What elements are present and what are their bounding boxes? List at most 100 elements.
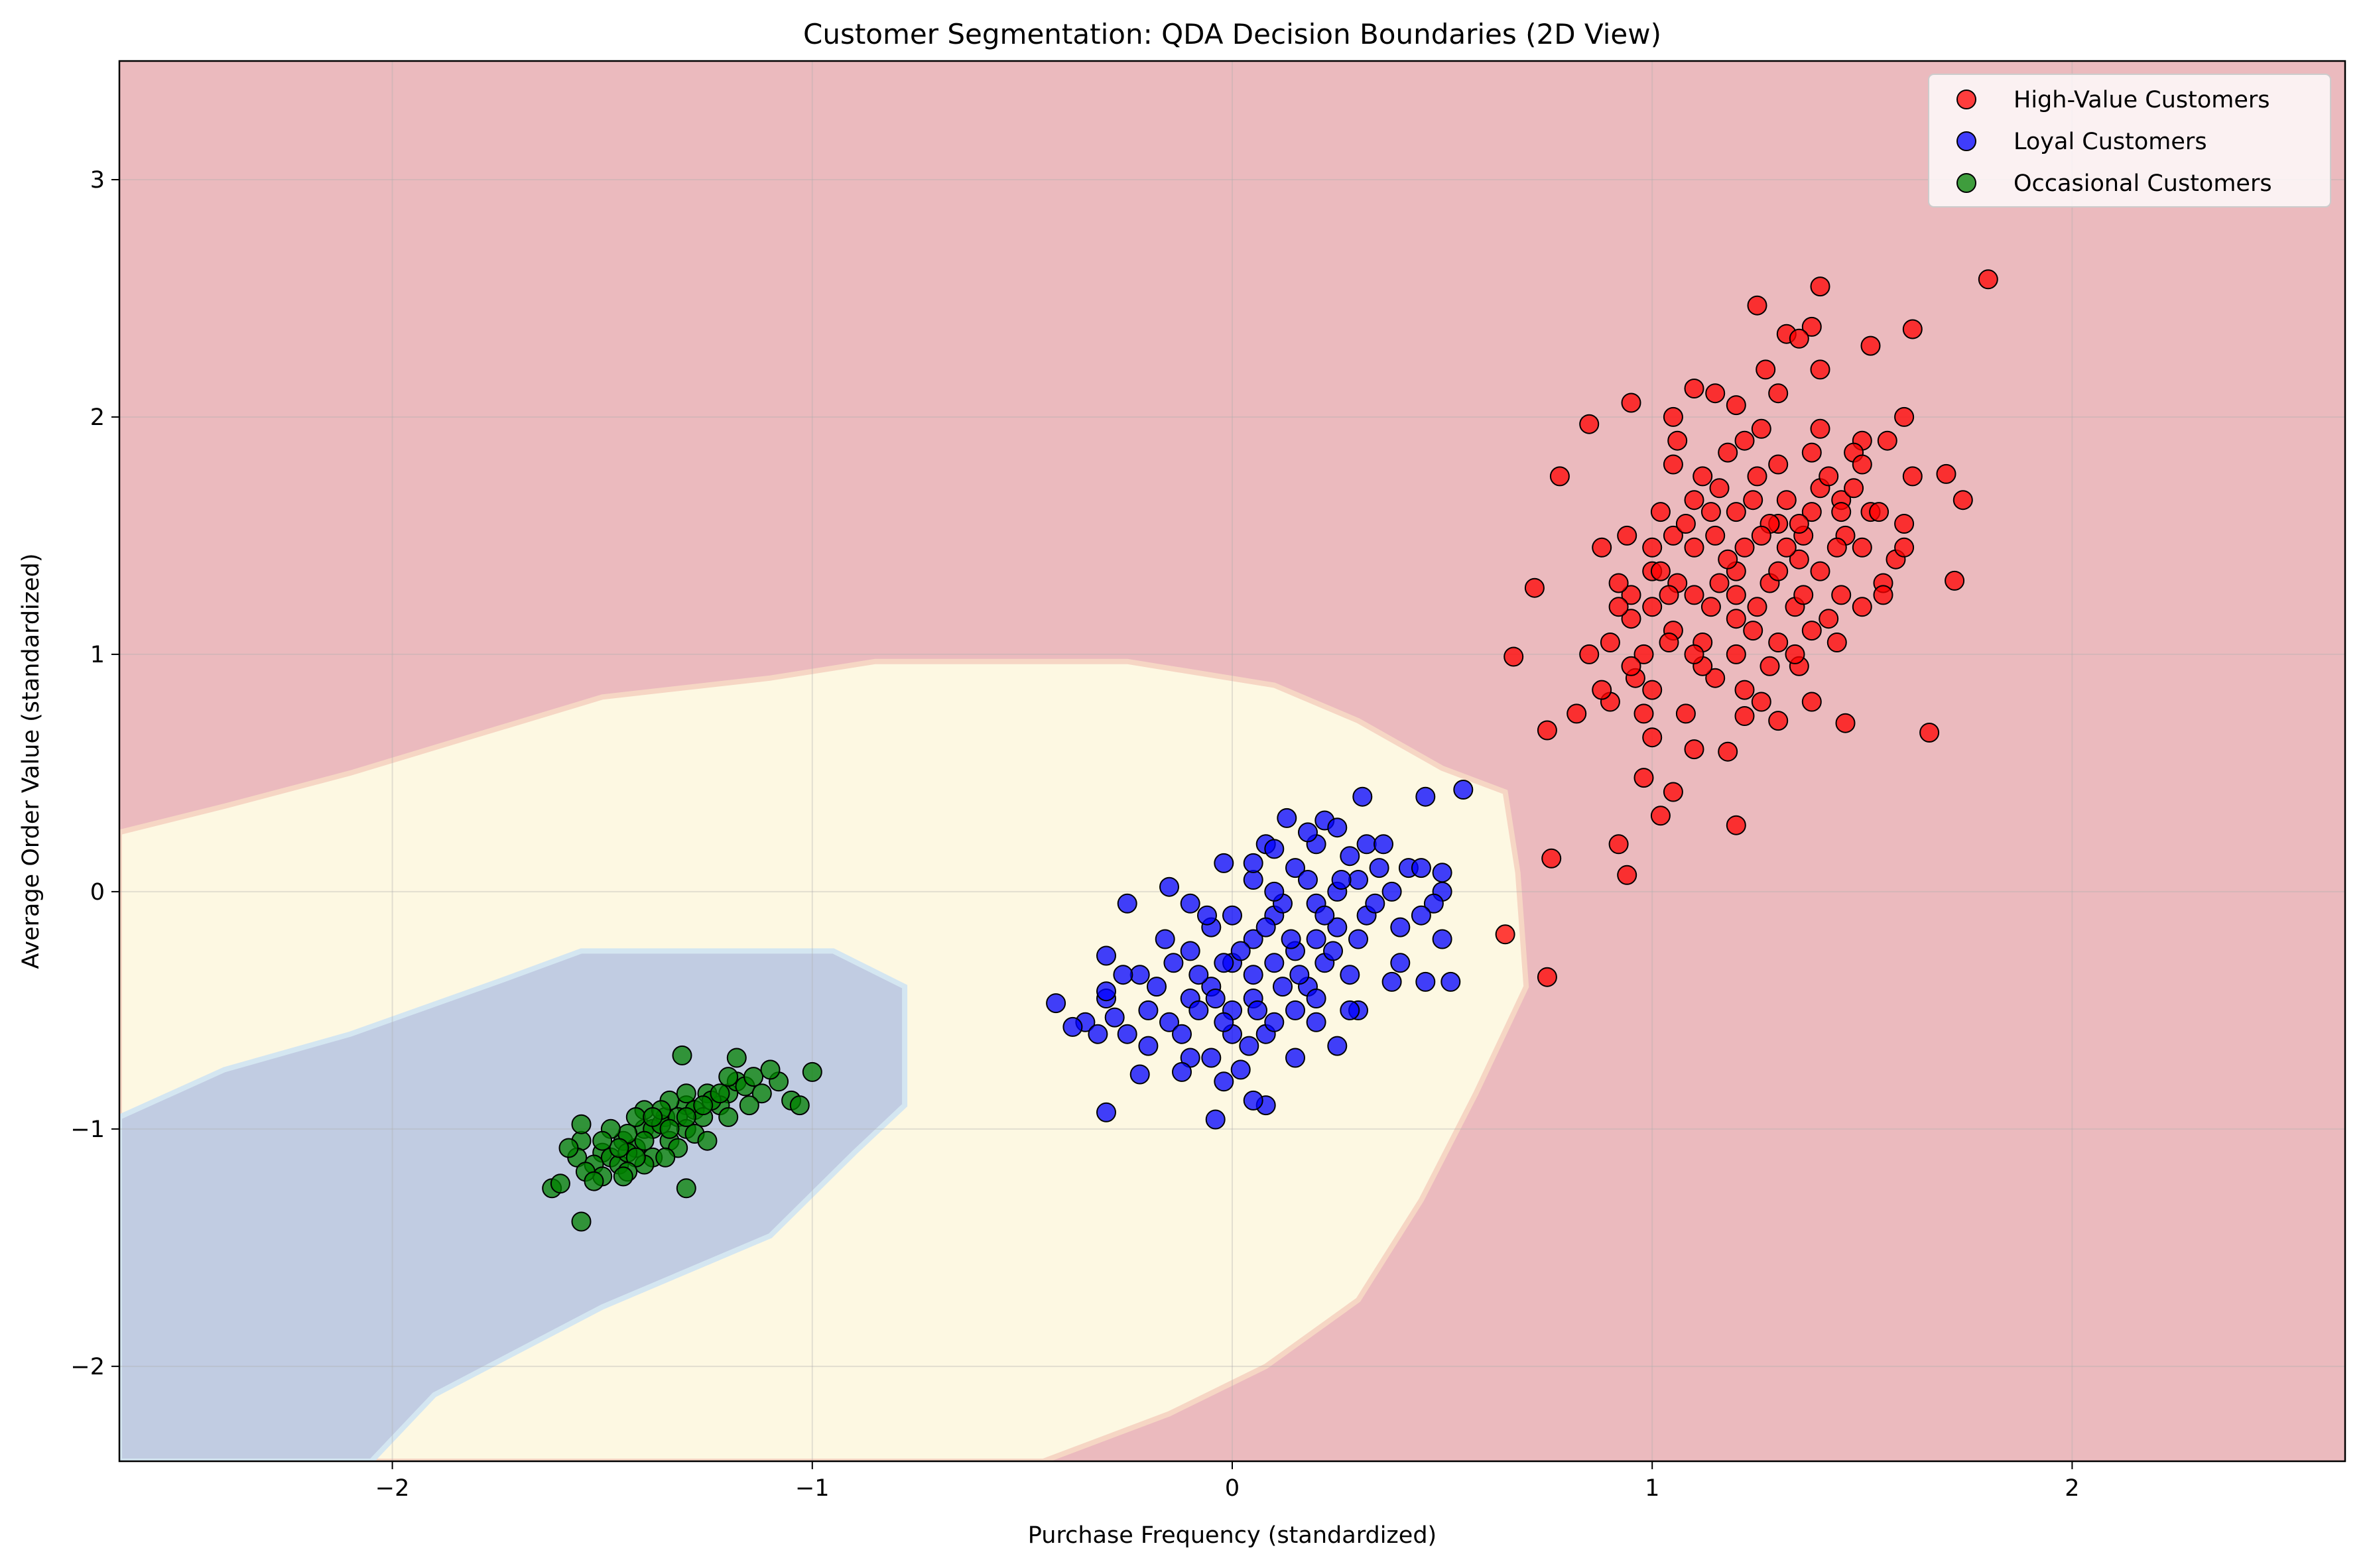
data-point (1579, 414, 1600, 434)
data-point (1180, 941, 1200, 961)
data-point (1608, 573, 1629, 593)
data-point (1789, 514, 1809, 534)
data-point (1180, 893, 1200, 914)
legend-marker (1956, 173, 1976, 193)
legend: High-Value Customers Loyal Customers Occas… (1928, 74, 2331, 208)
data-point (1096, 981, 1116, 1002)
data-point (1726, 609, 1746, 629)
data-point (1113, 965, 1133, 985)
data-point (1062, 1016, 1083, 1037)
data-point (659, 1118, 680, 1139)
data-point (1289, 965, 1310, 985)
data-point (1693, 466, 1713, 487)
data-point (1726, 585, 1746, 605)
data-point (1411, 858, 1431, 878)
legend-label: High-Value Customers (2014, 87, 2270, 113)
data-point (802, 1061, 822, 1082)
data-point (1789, 328, 1809, 349)
data-point (1684, 537, 1704, 558)
data-point (1650, 806, 1671, 826)
data-point (1819, 609, 1839, 629)
data-point (609, 1138, 629, 1158)
region-occasional (119, 948, 908, 1461)
data-point (1243, 870, 1263, 890)
data-point (676, 1178, 696, 1199)
data-point (1642, 597, 1663, 617)
data-point (1495, 924, 1515, 945)
data-point (693, 1095, 714, 1116)
data-point (1642, 537, 1663, 558)
data-point (1776, 537, 1797, 558)
data-point (1247, 1000, 1267, 1020)
data-point (1718, 549, 1738, 570)
data-point (676, 1107, 696, 1127)
data-point (1709, 573, 1730, 593)
data-point (1751, 525, 1771, 546)
data-point (726, 1048, 747, 1068)
data-point (1440, 971, 1461, 992)
data-point (789, 1095, 810, 1116)
data-point (1621, 609, 1641, 629)
data-point (1650, 561, 1671, 581)
data-point (1549, 466, 1570, 487)
decision-regions (119, 61, 2345, 1461)
data-point (1936, 463, 1956, 484)
series-2 (542, 1045, 822, 1232)
x-tick-label: −2 (375, 1475, 410, 1502)
data-point (1705, 668, 1726, 688)
data-point (1415, 971, 1436, 992)
data-point (1327, 817, 1348, 838)
data-point (697, 1130, 718, 1151)
data-point (1759, 656, 1780, 676)
data-point (1600, 633, 1620, 652)
data-point (1894, 406, 1915, 427)
data-point (1243, 929, 1263, 949)
data-point (1524, 577, 1545, 598)
data-point (1096, 945, 1116, 966)
series-1 (1046, 780, 1474, 1130)
data-point (1633, 644, 1654, 664)
data-point (1163, 953, 1184, 973)
legend-marker (1956, 131, 1976, 151)
data-point (1129, 965, 1150, 985)
data-point (1214, 953, 1234, 973)
data-point (1159, 876, 1179, 897)
data-point (1743, 621, 1763, 641)
data-point (1810, 418, 1830, 439)
data-point (1726, 502, 1746, 522)
data-point (1285, 1000, 1305, 1020)
data-point (1747, 295, 1767, 316)
data-point (1222, 905, 1242, 926)
data-point (1159, 1012, 1179, 1032)
data-point (718, 1067, 739, 1087)
data-point (1617, 865, 1637, 885)
data-point (1756, 359, 1776, 380)
data-point (1117, 893, 1137, 914)
data-point (1919, 723, 1940, 743)
data-point (1726, 395, 1746, 416)
data-point (1734, 430, 1755, 451)
y-tick-label: −2 (70, 1354, 105, 1380)
data-point (1633, 703, 1654, 724)
legend-label: Loyal Customers (2014, 129, 2207, 155)
data-point (1826, 633, 1847, 652)
data-point (1684, 379, 1704, 398)
data-point (1633, 768, 1654, 788)
data-point (1096, 1102, 1116, 1122)
data-point (571, 1114, 592, 1134)
data-point (1642, 727, 1663, 748)
data-point (1172, 1024, 1192, 1044)
data-point (1340, 846, 1360, 867)
data-point (1852, 597, 1872, 617)
y-tick-label: 2 (90, 404, 105, 431)
data-point (1831, 585, 1852, 605)
data-point (1205, 1109, 1226, 1130)
x-axis-label: Purchase Frequency (standardized) (1028, 1522, 1437, 1549)
data-point (1264, 839, 1285, 859)
y-tick-label: 0 (90, 879, 105, 906)
data-point (1663, 454, 1683, 475)
data-point (1860, 335, 1881, 356)
data-point (672, 1045, 692, 1065)
data-point (1331, 870, 1352, 890)
